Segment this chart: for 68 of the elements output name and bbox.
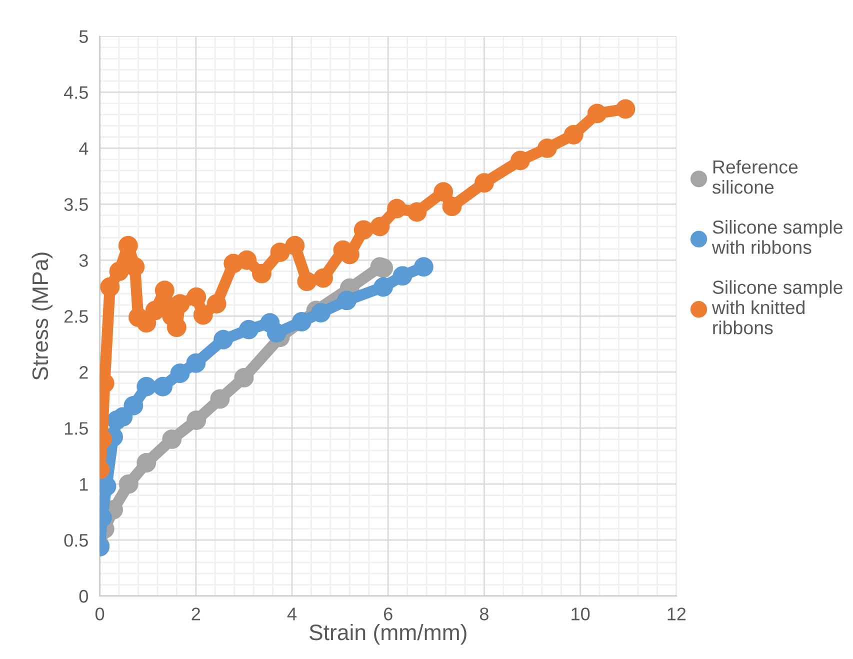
- point: [186, 410, 206, 430]
- point: [239, 320, 258, 340]
- point: [314, 268, 333, 288]
- y-axis-title: Stress (MPa): [32, 252, 52, 380]
- point: [354, 220, 374, 240]
- legend-label: Silicone sample with knitted ribbons: [712, 280, 842, 334]
- point: [407, 202, 427, 222]
- y-tick-label: 4.5: [64, 86, 88, 99]
- x-tick-label: 2: [192, 608, 200, 620]
- point: [234, 368, 254, 388]
- point: [186, 287, 206, 307]
- x-tick-label: 6: [384, 608, 392, 620]
- y-tick-label: 3: [79, 254, 88, 267]
- point: [136, 453, 156, 472]
- point: [311, 303, 331, 322]
- point: [266, 323, 286, 343]
- x-tick-label: 12: [668, 608, 686, 620]
- point: [564, 125, 584, 144]
- point: [153, 376, 172, 396]
- point: [136, 376, 156, 396]
- y-tick-label: 0: [79, 590, 88, 603]
- point: [170, 363, 190, 383]
- x-axis-title: Strain (mm/mm): [310, 624, 466, 645]
- point: [214, 330, 234, 350]
- point: [616, 99, 636, 119]
- y-tick-label: 0.5: [64, 534, 88, 547]
- y-tick-label: 5: [79, 30, 88, 43]
- point: [186, 353, 206, 373]
- point: [252, 264, 272, 284]
- legend-label: Silicone sample with ribbons: [712, 220, 842, 254]
- point: [193, 305, 213, 325]
- point: [414, 257, 434, 277]
- y-tick-label: 3.5: [64, 198, 88, 211]
- y-tick-label: 1.5: [64, 422, 88, 435]
- point: [337, 290, 357, 310]
- legend-label: Reference silicone: [712, 160, 798, 194]
- point: [285, 236, 305, 256]
- point: [100, 277, 120, 297]
- point: [587, 104, 607, 124]
- y-tick-label: 2: [80, 366, 88, 379]
- point: [292, 312, 312, 332]
- point: [145, 300, 165, 320]
- point: [109, 262, 129, 282]
- x-tick-label: 8: [480, 608, 488, 620]
- point: [118, 474, 138, 494]
- point: [237, 250, 257, 270]
- x-tick-label: 0: [95, 608, 104, 620]
- x-tick-label: 10: [572, 608, 590, 620]
- point: [206, 294, 226, 314]
- point: [442, 196, 462, 216]
- point: [370, 216, 390, 236]
- point: [297, 272, 317, 292]
- point: [124, 396, 144, 416]
- point: [474, 173, 494, 193]
- point: [210, 389, 230, 409]
- y-tick-label: 2.5: [64, 310, 88, 323]
- point: [162, 430, 182, 449]
- point: [374, 277, 394, 297]
- x-tick-label: 4: [287, 608, 297, 620]
- point: [125, 257, 145, 277]
- y-tick-label: 1: [80, 478, 88, 491]
- point: [270, 242, 290, 262]
- point: [537, 138, 557, 158]
- point: [392, 266, 412, 286]
- point: [387, 198, 406, 218]
- point: [434, 182, 454, 202]
- point: [510, 150, 530, 170]
- y-tick-label: 4: [79, 142, 88, 155]
